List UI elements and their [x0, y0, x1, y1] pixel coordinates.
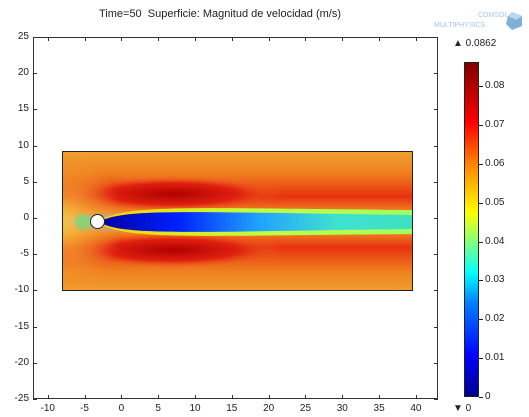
- x-tick-label: 0: [118, 403, 125, 414]
- colorbar-tick-label: 0.06: [485, 157, 505, 169]
- velocity-field: [62, 151, 413, 291]
- y-tick-mark: [33, 254, 37, 255]
- y-tick-mark: [434, 327, 438, 328]
- x-tick-mark: [48, 37, 49, 41]
- x-tick-mark: [269, 395, 270, 399]
- colorbar-tick-label: 0.03: [485, 274, 505, 286]
- y-tick-mark: [33, 290, 37, 291]
- x-tick-label: -5: [80, 403, 89, 414]
- x-tick-label: -10: [40, 403, 55, 414]
- x-tick-mark: [158, 395, 159, 399]
- x-tick-label: 35: [373, 403, 385, 414]
- cylinder-obstacle: [90, 214, 105, 229]
- colorbar-max-label: ▲ 0.0862: [453, 38, 497, 49]
- y-tick-label: 15: [17, 103, 29, 115]
- colorbar-tick-mark: [479, 242, 483, 243]
- plot-title: Time=50 Superficie: Magnitud de velocida…: [98, 8, 341, 20]
- y-tick-mark: [33, 73, 37, 74]
- colorbar-tick-mark: [479, 164, 483, 165]
- colorbar-min-label: ▼ 0: [453, 403, 472, 414]
- y-tick-mark: [434, 37, 438, 38]
- y-tick-label: -5: [20, 248, 29, 260]
- y-tick-label: -10: [14, 284, 29, 296]
- x-tick-mark: [195, 395, 196, 399]
- y-tick-mark: [33, 109, 37, 110]
- y-tick-mark: [434, 363, 438, 364]
- x-tick-mark: [48, 395, 49, 399]
- y-tick-mark: [33, 399, 37, 400]
- colorbar-tick-mark: [479, 125, 483, 126]
- colorbar-tick-label: 0.08: [485, 80, 505, 92]
- y-tick-label: 5: [23, 175, 29, 187]
- x-tick-mark: [379, 395, 380, 399]
- y-tick-mark: [434, 399, 438, 400]
- colorbar-tick-mark: [479, 203, 483, 204]
- y-tick-label: 20: [17, 67, 29, 79]
- y-tick-mark: [434, 109, 438, 110]
- colorbar-tick-mark: [479, 319, 483, 320]
- y-tick-label: -15: [14, 320, 29, 332]
- y-tick-label: -20: [14, 356, 29, 368]
- colorbar-tick-mark: [479, 280, 483, 281]
- x-tick-mark: [342, 37, 343, 41]
- colorbar-tick-label: 0.01: [485, 352, 505, 364]
- x-tick-mark: [379, 37, 380, 41]
- plot-area: [33, 37, 438, 399]
- y-tick-mark: [434, 254, 438, 255]
- x-tick-label: 5: [155, 403, 161, 414]
- y-tick-label: 0: [23, 212, 29, 223]
- x-tick-label: 30: [336, 403, 348, 414]
- x-tick-mark: [305, 37, 306, 41]
- svg-text:COMSOL: COMSOL: [478, 12, 508, 19]
- x-tick-mark: [121, 37, 122, 41]
- svg-text:MULTIPHYSICS: MULTIPHYSICS: [434, 22, 486, 29]
- y-tick-mark: [33, 363, 37, 364]
- y-tick-mark: [434, 146, 438, 147]
- x-tick-label: 15: [226, 403, 238, 414]
- x-tick-label: 10: [189, 403, 201, 414]
- colorbar-tick-mark: [479, 358, 483, 359]
- y-tick-mark: [434, 73, 438, 74]
- x-tick-mark: [342, 395, 343, 399]
- y-tick-label: -25: [14, 393, 29, 404]
- x-tick-mark: [416, 395, 417, 399]
- y-tick-mark: [33, 182, 37, 183]
- x-tick-mark: [305, 395, 306, 399]
- x-tick-mark: [121, 395, 122, 399]
- colorbar-tick-label: 0: [485, 391, 491, 402]
- colorbar-tick-label: 0.02: [485, 313, 505, 325]
- x-tick-label: 40: [410, 403, 422, 414]
- x-tick-label: 25: [299, 403, 312, 414]
- y-tick-mark: [33, 327, 37, 328]
- y-tick-label: 25: [17, 31, 29, 42]
- colorbar-tick-label: 0.05: [485, 196, 505, 208]
- x-tick-mark: [85, 37, 86, 41]
- y-tick-mark: [434, 290, 438, 291]
- colorbar-tick-label: 0.07: [485, 118, 505, 130]
- x-tick-mark: [232, 37, 233, 41]
- colorbar-tick-mark: [479, 397, 483, 398]
- y-tick-mark: [434, 218, 438, 219]
- y-tick-mark: [33, 146, 37, 147]
- x-tick-mark: [85, 395, 86, 399]
- y-tick-mark: [33, 218, 37, 219]
- y-tick-label: 10: [17, 139, 29, 151]
- x-tick-mark: [158, 37, 159, 41]
- colorbar-tick-label: 0.04: [485, 235, 505, 247]
- x-tick-label: 20: [263, 403, 275, 414]
- y-tick-mark: [434, 182, 438, 183]
- x-tick-mark: [232, 395, 233, 399]
- x-tick-mark: [416, 37, 417, 41]
- comsol-logo: COMSOL MULTIPHYSICS: [430, 6, 526, 32]
- y-tick-mark: [33, 37, 37, 38]
- colorbar: [464, 62, 479, 397]
- x-tick-mark: [269, 37, 270, 41]
- colorbar-tick-mark: [479, 86, 483, 87]
- x-tick-mark: [195, 37, 196, 41]
